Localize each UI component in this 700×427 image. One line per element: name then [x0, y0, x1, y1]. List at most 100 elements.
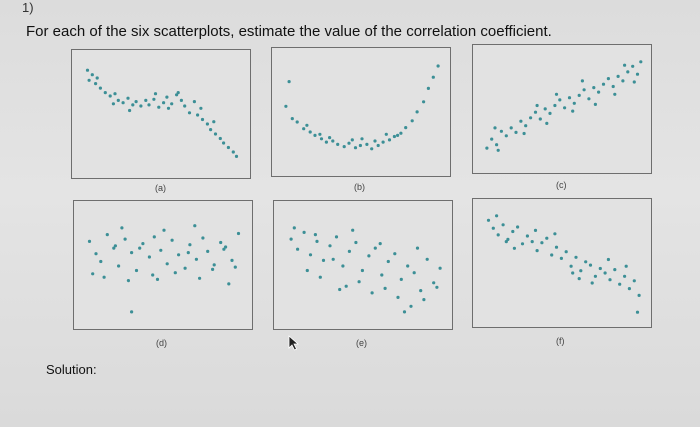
scatter-point [139, 104, 143, 108]
scatter-point [425, 257, 429, 261]
scatter-point [201, 236, 205, 240]
scatter-point [212, 263, 216, 267]
scatter-point [296, 247, 300, 251]
scatter-point [373, 246, 377, 250]
scatter-point [218, 136, 222, 141]
scatter-point [147, 103, 151, 107]
scatter-point [603, 271, 607, 275]
scatter-point [538, 117, 542, 121]
scatter-point [173, 271, 177, 275]
scatter-point [121, 101, 125, 105]
scatter-point [577, 277, 581, 281]
scatter-point [147, 255, 151, 259]
scatter-point [545, 236, 549, 240]
scatter-point [187, 111, 192, 115]
scatter-point [553, 103, 557, 108]
scatter-point [200, 117, 205, 122]
scatterplot-d [73, 200, 253, 330]
scatter-point [496, 233, 500, 237]
scatter-point [616, 74, 620, 78]
scatter-point [404, 126, 408, 130]
scatter-point [126, 279, 130, 283]
scatter-point [165, 95, 169, 99]
scatter-point [554, 92, 559, 96]
scatter-point [613, 92, 617, 96]
scatter-point [113, 92, 117, 96]
scatter-point [212, 120, 216, 124]
scatter-point [533, 228, 538, 232]
scatter-point [431, 75, 435, 79]
scatter-point [128, 108, 132, 113]
scatterplot-e [273, 200, 453, 330]
scatter-point [328, 244, 332, 248]
scatter-point [637, 293, 641, 297]
scatter-point [336, 142, 340, 146]
scatter-point [514, 130, 518, 134]
scatter-point [234, 154, 239, 158]
scatter-point [113, 244, 117, 248]
scatter-point [554, 245, 559, 249]
scatter-point [571, 109, 575, 113]
question-number: 1) [22, 0, 34, 15]
scatter-point [205, 122, 209, 126]
scatter-point [579, 269, 583, 273]
scatter-point [308, 130, 312, 134]
scatter-point [236, 231, 241, 236]
scatter-point [412, 271, 416, 275]
scatter-point [126, 96, 130, 100]
scatter-point [496, 148, 500, 152]
scatter-point [152, 235, 156, 239]
scatter-point [522, 131, 526, 136]
scatter-point [319, 137, 324, 141]
scatter-point [165, 262, 169, 266]
scatter-point [302, 230, 306, 234]
scatter-point [495, 214, 499, 218]
scatter-point [584, 260, 588, 264]
scatter-point [354, 240, 358, 245]
scatter-point [318, 275, 322, 279]
scatter-point [588, 263, 593, 267]
scatter-point [635, 310, 640, 314]
scatter-point [367, 254, 371, 258]
scatter-point [540, 241, 544, 245]
scatter-point [370, 147, 374, 151]
scatter-point [196, 113, 200, 117]
scatter-point [533, 110, 538, 114]
scatter-point [331, 257, 335, 261]
scatter-point [380, 273, 384, 277]
scatter-point [292, 226, 296, 230]
scatterplot-e-plot [289, 226, 442, 314]
scatter-point [530, 240, 534, 244]
scatter-point [338, 287, 342, 292]
scatter-point [509, 126, 513, 130]
scatter-point [606, 257, 610, 262]
scatter-point [639, 60, 643, 64]
scatter-point [141, 242, 145, 246]
scatter-point [422, 100, 426, 104]
scatter-point [324, 140, 328, 144]
scatter-point [432, 281, 436, 285]
scatter-point [559, 256, 563, 260]
scatter-point [313, 133, 317, 137]
scatter-point [419, 289, 423, 293]
scatter-point [206, 249, 210, 253]
scatter-point [493, 126, 497, 130]
scatter-point [358, 143, 362, 148]
scatterplot-c [472, 44, 652, 174]
scatter-point [601, 82, 606, 86]
scatter-point [567, 96, 572, 100]
scatter-point [598, 266, 602, 271]
scatter-point [328, 136, 332, 140]
scatter-point [626, 70, 630, 74]
scatter-point [123, 237, 127, 241]
scatter-point [219, 240, 223, 245]
scatter-point [580, 79, 584, 83]
scatterplot-f-label: (f) [556, 336, 565, 346]
scatter-point [91, 272, 95, 276]
scatter-point [130, 310, 134, 314]
scatter-point [632, 80, 636, 84]
scatter-point [226, 145, 230, 150]
scatter-point [436, 64, 440, 68]
scatter-point [360, 137, 364, 141]
scatter-point [365, 142, 369, 146]
